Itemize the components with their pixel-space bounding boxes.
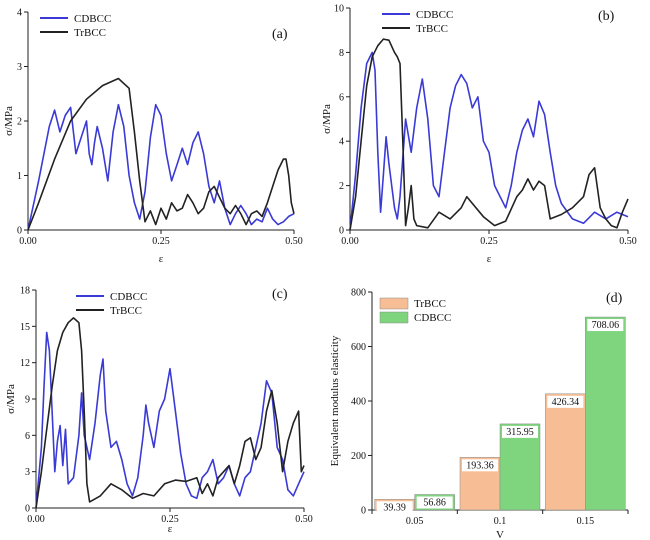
y-axis-label: σ/MPa [5,384,17,414]
x-axis-label: ε [487,253,492,265]
chart-panel-3: 0 3 6 9 12 15 18 σ/MPa (c) 0.00 0.25 0.50 ε CDBCC TrBC… [5,286,313,536]
legend-label-cdbcc: CDBCC [414,312,451,324]
legend-label-cdbcc: CDBCC [416,9,453,21]
y-tick-label: 1 [17,171,22,182]
series-line-trbcc [349,38,629,231]
x-tick-label: 0.00 [27,514,45,525]
legend-label-cdbcc: CDBCC [110,291,147,303]
y-tick-label: 0 [361,506,366,517]
data-label: 56.86 [423,498,446,509]
series-line-cdbcc [349,51,629,231]
bar-cdbcc [499,423,541,511]
x-axis-label: V [496,529,504,540]
x-tick-label: 0.50 [285,236,303,247]
y-tick-label: 4 [17,8,22,19]
y-tick-label: 800 [351,288,366,299]
y-tick-label: 2 [17,117,22,128]
x-tick-label: 0.50 [295,514,313,525]
y-tick-label: 18 [20,286,30,297]
y-tick-label: 9 [25,395,30,406]
y-tick-label: 4 [339,137,344,148]
data-label: 315.95 [506,427,534,438]
y-tick-label: 3 [25,467,30,478]
x-tick-label: 0.1 [494,516,507,527]
y-axis-label: Equivalent modulus elasticity [329,335,341,466]
y-tick-label: 400 [351,397,366,408]
x-axis-label: ε [168,523,173,535]
y-tick-label: 3 [17,62,22,73]
x-tick-label: 0.50 [619,236,637,247]
legend-label-trbcc: TrBCC [74,27,106,39]
x-tick-label: 0.05 [406,516,424,527]
series-line-cdbcc [27,103,295,231]
y-tick-label: 10 [334,4,344,15]
legend-label-trbcc: TrBCC [416,23,448,35]
y-tick-label: 0 [25,504,30,515]
y-tick-label: 8 [339,48,344,59]
x-tick-label: 0.00 [341,236,359,247]
y-tick-label: 6 [25,431,30,442]
series-line-cdbcc [35,331,305,509]
y-axis-label: σ/MPa [321,104,333,134]
y-tick-label: 600 [351,342,366,353]
legend-swatch-cdbcc [379,311,409,324]
panel-label: (c) [272,287,288,302]
legend-label-trbcc: TrBCC [414,298,446,310]
x-tick-label: 0.25 [152,236,170,247]
panel-label: (d) [606,291,623,306]
panel-label: (a) [272,27,288,42]
x-tick-label: 0.00 [19,236,37,247]
y-tick-label: 200 [351,451,366,462]
data-label-bg [462,459,498,472]
x-tick-label: 0.25 [480,236,498,247]
data-label-bg [502,425,538,438]
legend-label-cdbcc: CDBCC [74,13,111,25]
legend-label-trbcc: TrBCC [110,305,142,317]
chart-panel-2: 0 2 4 6 8 10 σ/MPa (b) 0.00 0.25 0.50 ε CDBCC TrBCC [321,4,637,266]
data-label-bg [416,496,453,509]
data-label-bg [587,319,624,332]
y-axis-label: σ/MPa [3,106,15,136]
legend-swatch-trbcc [379,297,409,310]
x-tick-label: 0.15 [577,516,595,527]
data-label: 39.39 [383,502,406,513]
chart-panel-1: 0 1 2 3 4 σ/MPa (a) 0.00 0.25 0.50 ε CDBCC TrBCC [3,8,303,266]
series-line-trbcc [35,317,305,509]
y-tick-label: 0 [17,226,22,237]
x-tick-label: 0.25 [161,514,179,525]
data-label: 193.36 [466,460,494,471]
chart-panel-4: 0 200 400 600 800 Equivalent modulus elastici… [329,288,629,540]
x-axis-label: ε [159,253,164,265]
y-tick-label: 12 [20,358,30,369]
series-line-trbcc [27,77,295,231]
y-tick-label: 0 [339,226,344,237]
panel-label: (b) [598,9,615,24]
y-tick-label: 15 [20,322,30,333]
bar-trbcc [545,393,586,511]
y-tick-label: 2 [339,181,344,192]
data-label: 426.34 [552,397,580,408]
data-label-bg [547,395,584,408]
bar-cdbcc [585,316,626,511]
data-label: 708.06 [592,320,620,331]
data-label-bg [376,501,413,514]
y-tick-label: 6 [339,92,344,103]
